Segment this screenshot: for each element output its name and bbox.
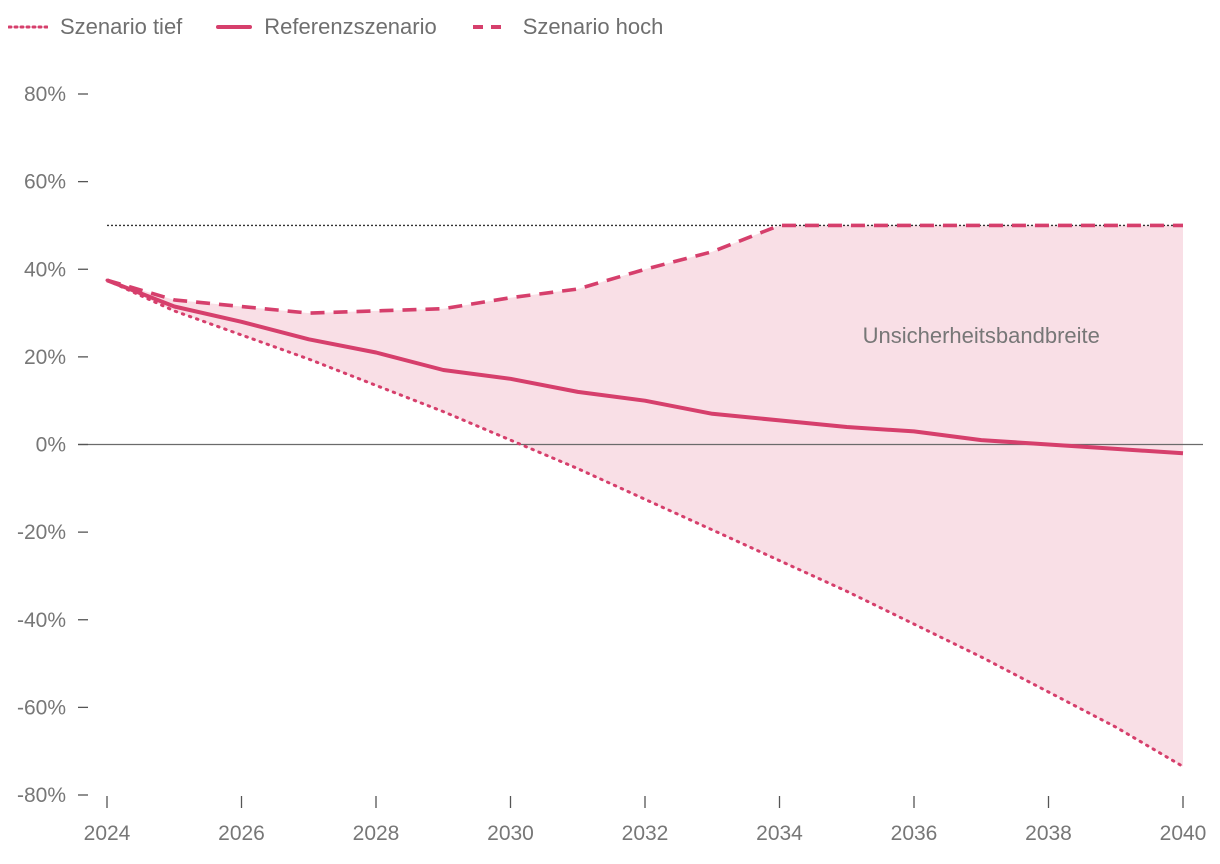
y-tick-label: -60% [17,696,66,719]
series-layer [105,223,1185,768]
legend-swatch-dotted [8,25,48,29]
axes-layer: 80% 60% 40% 20% 0% -20% -40% -60% -80% 2024 2026 20… [17,83,1206,845]
x-tick-label: 2034 [756,822,803,845]
legend-swatch-solid [216,25,253,29]
legend: Szenario tief Referenzszenario Szenario … [8,10,697,44]
legend-label-szenario-hoch: Szenario hoch [522,14,664,39]
series-line-szenario-tief [105,278,1185,768]
y-tick-label: 0% [36,434,66,457]
x-tick-label: 2036 [891,822,938,845]
y-tick-label: -20% [17,521,66,544]
x-tick-label: 2038 [1025,822,1072,845]
x-tick-label: 2028 [353,822,400,845]
y-tick-label: 20% [24,346,66,369]
legend-item-referenzszenario: Referenzszenario [216,14,437,40]
legend-item-szenario-tief: Szenario tief [8,14,182,40]
y-tick-label: -80% [17,784,66,807]
band-annotation: Unsicherheitsbandbreite [863,323,1100,348]
y-tick-label: 40% [24,258,66,281]
x-tick-label: 2026 [218,822,265,845]
x-tick-label: 2024 [84,822,131,845]
annotation-layer: Unsicherheitsbandbreite [863,323,1100,348]
x-tick-label: 2030 [487,822,534,845]
legend-label-szenario-tief: Szenario tief [60,14,183,39]
legend-label-referenzszenario: Referenzszenario [264,14,437,39]
legend-swatch-dashed [472,25,509,29]
uncertainty-band [107,225,1183,767]
series-line-referenzszenario [106,278,1184,456]
y-tick-label: 80% [24,83,66,106]
x-tick-label: 2040 [1160,822,1207,845]
x-tick-label: 2032 [622,822,669,845]
legend-item-szenario-hoch: Szenario hoch [471,14,664,40]
uncertainty-band-layer [107,225,1183,767]
y-tick-label: -40% [17,609,66,632]
y-tick-label: 60% [24,171,66,194]
